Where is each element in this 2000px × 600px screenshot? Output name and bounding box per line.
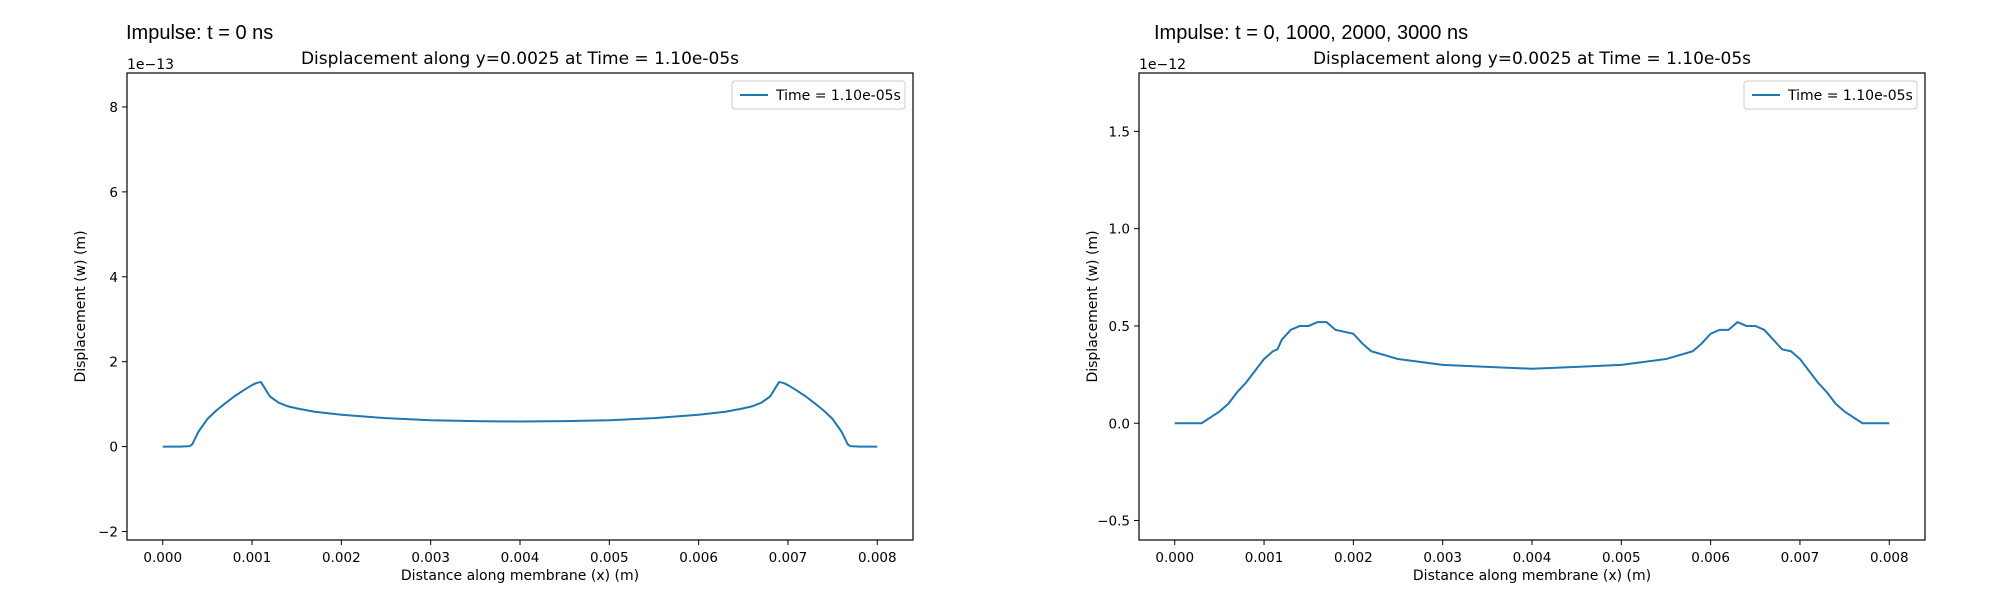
x-tick-label: 0.006: [1691, 550, 1730, 566]
x-tick-label: 0.005: [590, 550, 629, 566]
y-axis-label: Displacement (w) (m): [1085, 230, 1101, 382]
x-tick-label: 0.003: [411, 550, 450, 566]
y-tick-label: 4: [109, 270, 118, 286]
x-axis-label: Distance along membrane (x) (m): [401, 568, 639, 584]
x-tick-label: 0.004: [1513, 550, 1552, 566]
x-tick-label: 0.001: [233, 550, 272, 566]
x-tick-label: 0.000: [1155, 550, 1194, 566]
chart-title: Displacement along y=0.0025 at Time = 1.…: [1313, 49, 1751, 69]
y-tick-label: −0.5: [1097, 514, 1130, 530]
y-offset-label: 1e−12: [1139, 57, 1186, 73]
y-tick-label: 6: [109, 185, 118, 201]
series-line-1: [162, 381, 878, 448]
figure-title-left: Impulse: t = 0 ns: [126, 22, 274, 44]
x-axis-label: Distance along membrane (x) (m): [1413, 568, 1651, 584]
y-tick-label: 1.5: [1109, 124, 1130, 140]
y-tick-label: 0.0: [1109, 416, 1130, 432]
y-tick-label: 1.0: [1109, 222, 1130, 238]
y-axis-label: Displacement (w) (m): [73, 230, 89, 382]
x-tick-label: 0.008: [858, 550, 897, 566]
x-tick-label: 0.004: [501, 550, 540, 566]
y-tick-label: 8: [109, 100, 118, 116]
x-tick-label: 0.005: [1602, 550, 1641, 566]
x-tick-label: 0.000: [143, 550, 182, 566]
legend-entry: Time = 1.10e-05s: [1787, 88, 1913, 104]
plot-frame: [1138, 72, 1926, 541]
series-line-1: [1174, 321, 1890, 425]
chart-1: Displacement along y=0.0025 at Time = 1.…: [73, 49, 914, 584]
chart-title: Displacement along y=0.0025 at Time = 1.…: [301, 49, 739, 69]
y-tick-label: −2: [98, 525, 118, 541]
legend-box: [1743, 80, 1918, 110]
plot-frame: [126, 72, 914, 541]
x-tick-label: 0.008: [1870, 550, 1909, 566]
x-tick-label: 0.002: [1334, 550, 1373, 566]
y-offset-label: 1e−13: [127, 57, 174, 73]
y-tick-label: 0.5: [1109, 319, 1130, 335]
legend-box: [731, 80, 906, 110]
x-tick-label: 0.007: [1781, 550, 1820, 566]
x-tick-label: 0.003: [1423, 550, 1462, 566]
x-tick-label: 0.001: [1245, 550, 1284, 566]
chart-2: Displacement along y=0.0025 at Time = 1.…: [1085, 49, 1926, 584]
legend: Time = 1.10e-05s: [1743, 80, 1918, 110]
legend-entry: Time = 1.10e-05s: [775, 88, 901, 104]
x-tick-label: 0.006: [679, 550, 718, 566]
y-tick-label: 2: [109, 355, 118, 371]
figure-title-right: Impulse: t = 0, 1000, 2000, 3000 ns: [1154, 22, 1469, 44]
x-tick-label: 0.007: [769, 550, 808, 566]
legend: Time = 1.10e-05s: [731, 80, 906, 110]
y-tick-label: 0: [109, 440, 118, 456]
x-tick-label: 0.002: [322, 550, 361, 566]
